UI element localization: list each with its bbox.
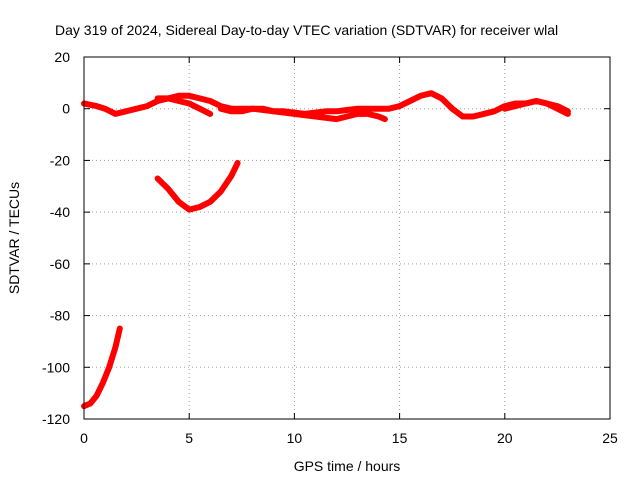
grid-lines bbox=[84, 57, 610, 419]
axis-ticks bbox=[83, 56, 611, 420]
y-tick-label: -100 bbox=[42, 359, 70, 375]
x-tick-labels: 0 5 10 15 20 25 bbox=[80, 430, 618, 446]
plot-frame bbox=[83, 56, 611, 420]
series-line-3 bbox=[217, 105, 388, 123]
y-tick-label: -60 bbox=[50, 256, 70, 272]
y-axis-label: SDTVAR / TECUs bbox=[6, 182, 22, 294]
y-tick-label: -20 bbox=[50, 152, 70, 168]
x-tick-label: 20 bbox=[497, 430, 513, 446]
y-tick-label: 20 bbox=[54, 49, 70, 65]
y-tick-label: 0 bbox=[62, 101, 70, 117]
series-line-5 bbox=[154, 160, 241, 213]
x-tick-label: 0 bbox=[80, 430, 88, 446]
x-tick-label: 15 bbox=[392, 430, 408, 446]
x-axis-label: GPS time / hours bbox=[294, 458, 401, 474]
series-line-2 bbox=[154, 95, 214, 117]
y-tick-labels: 20 0 -20 -40 -60 -80 -100 -120 bbox=[42, 49, 70, 427]
x-tick-label: 25 bbox=[602, 430, 618, 446]
series-line-1 bbox=[81, 90, 571, 120]
y-tick-label: -80 bbox=[50, 308, 70, 324]
chart-title: Day 319 of 2024, Sidereal Day-to-day VTE… bbox=[55, 22, 558, 38]
series-line-6 bbox=[81, 325, 123, 410]
y-tick-label: -120 bbox=[42, 411, 70, 427]
y-tick-label: -40 bbox=[50, 204, 70, 220]
data-series bbox=[81, 90, 571, 410]
series-line-4 bbox=[501, 98, 571, 117]
x-tick-label: 5 bbox=[185, 430, 193, 446]
x-tick-label: 10 bbox=[287, 430, 303, 446]
